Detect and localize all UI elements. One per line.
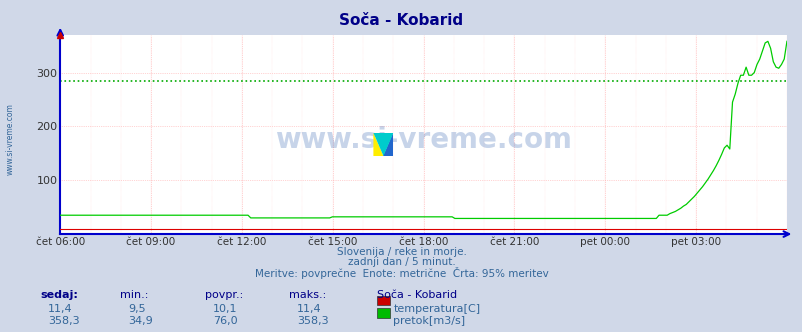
Text: zadnji dan / 5 minut.: zadnji dan / 5 minut.	[347, 257, 455, 267]
Text: 76,0: 76,0	[213, 316, 237, 326]
Text: pretok[m3/s]: pretok[m3/s]	[393, 316, 465, 326]
Text: Soča - Kobarid: Soča - Kobarid	[339, 13, 463, 28]
Polygon shape	[373, 133, 383, 156]
Text: Soča - Kobarid: Soča - Kobarid	[377, 290, 457, 300]
Text: sedaj:: sedaj:	[40, 290, 78, 300]
Text: 10,1: 10,1	[213, 304, 237, 314]
Text: maks.:: maks.:	[289, 290, 326, 300]
Text: 34,9: 34,9	[128, 316, 153, 326]
Text: 358,3: 358,3	[48, 316, 79, 326]
Text: 358,3: 358,3	[297, 316, 328, 326]
Text: povpr.:: povpr.:	[205, 290, 243, 300]
Polygon shape	[383, 133, 393, 156]
Text: Slovenija / reke in morje.: Slovenija / reke in morje.	[336, 247, 466, 257]
Text: temperatura[C]: temperatura[C]	[393, 304, 480, 314]
Text: 11,4: 11,4	[297, 304, 322, 314]
Text: Meritve: povprečne  Enote: metrične  Črta: 95% meritev: Meritve: povprečne Enote: metrične Črta:…	[254, 267, 548, 279]
Polygon shape	[373, 133, 393, 156]
Text: 9,5: 9,5	[128, 304, 146, 314]
Text: min.:: min.:	[120, 290, 148, 300]
Text: www.si-vreme.com: www.si-vreme.com	[275, 126, 571, 154]
Text: 11,4: 11,4	[48, 304, 73, 314]
Text: www.si-vreme.com: www.si-vreme.com	[6, 104, 15, 175]
